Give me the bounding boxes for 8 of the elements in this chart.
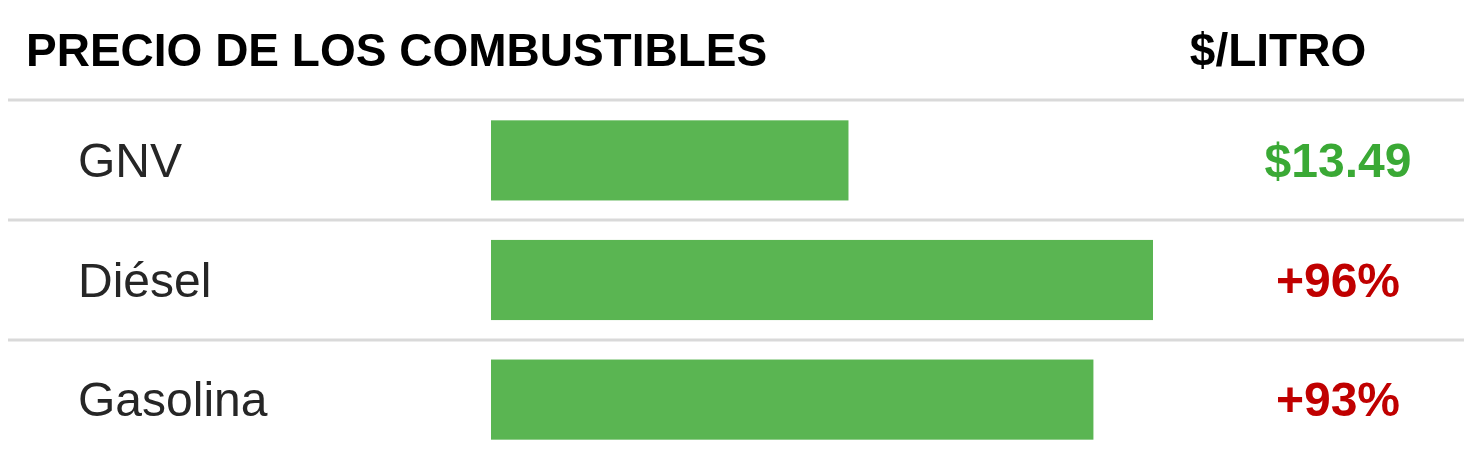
text: +93% xyxy=(1275,373,1401,427)
y-tick-label: Diésel xyxy=(78,253,212,307)
text: +96% xyxy=(1275,253,1401,307)
y-tick-label: GNV xyxy=(78,133,183,187)
chart-title: PRECIO DE LOS COMBUSTIBLES xyxy=(26,24,768,76)
text: $/LITRO xyxy=(1189,24,1367,76)
y-tick-label: Gasolina xyxy=(78,373,268,427)
text: $13.49 xyxy=(1264,133,1412,187)
